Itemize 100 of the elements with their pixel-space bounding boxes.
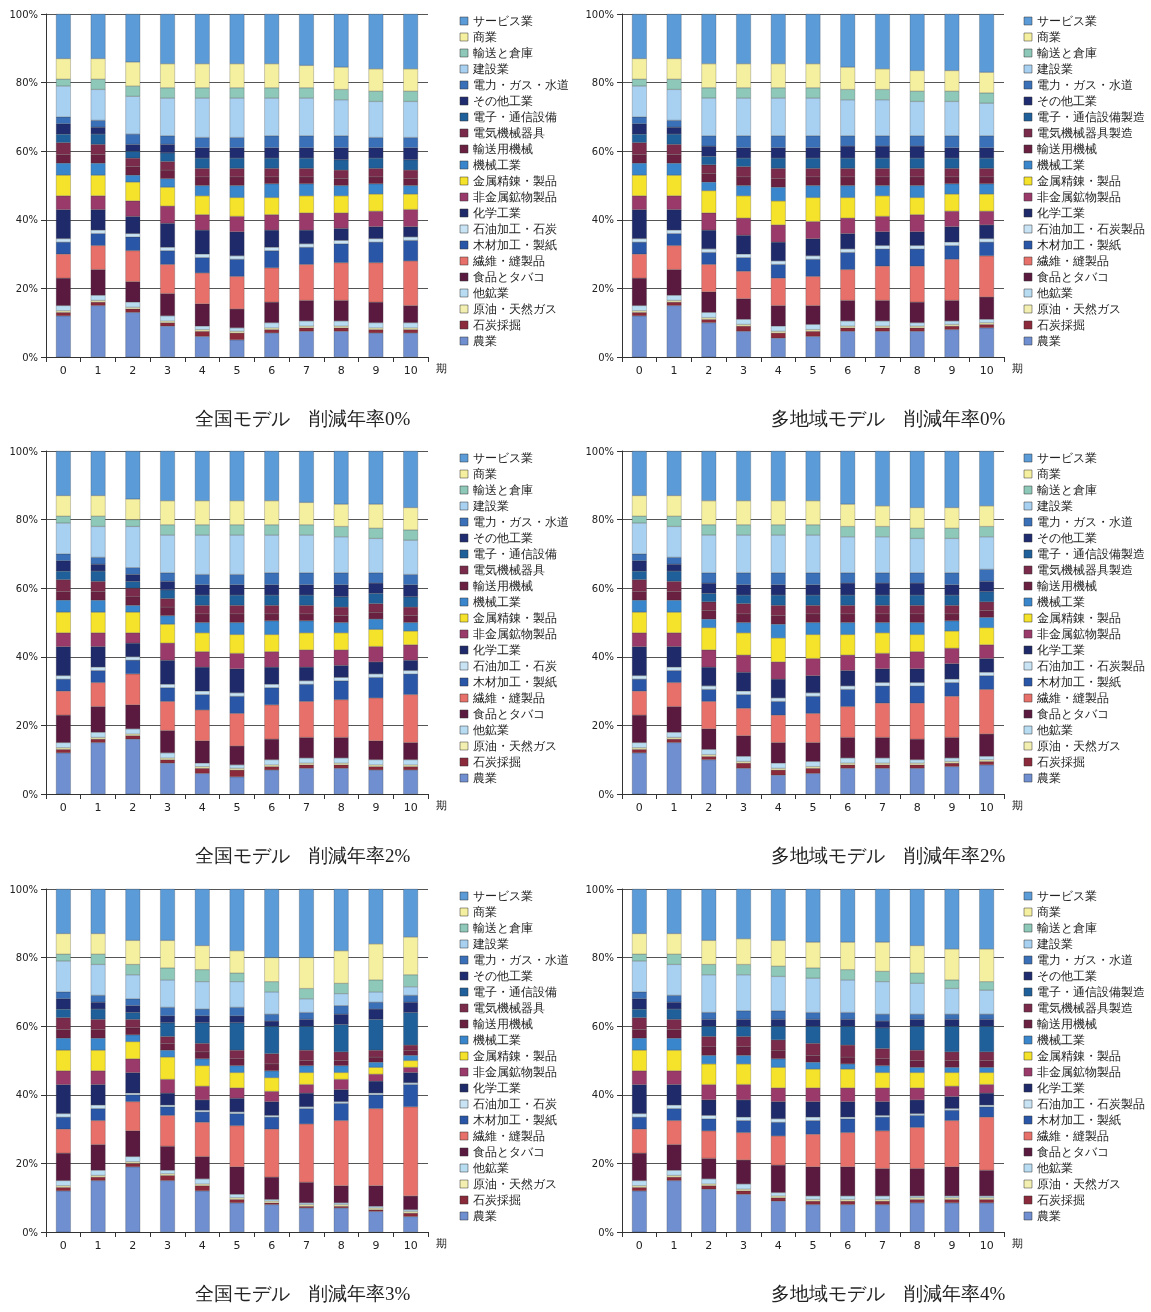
legend-label: 輸送用機械: [473, 1016, 533, 1031]
y-tick-label: 20%: [591, 1157, 614, 1169]
y-tick-label: 100%: [584, 883, 614, 895]
legend-label: 食品とタバコ: [473, 270, 545, 284]
x-tick-label: 1: [94, 801, 102, 815]
x-tick-label: 6: [843, 1238, 851, 1252]
legend-label: 電気機械器具製造: [1036, 1000, 1133, 1015]
x-tick-label: 5: [233, 801, 241, 815]
x-tick-label: 1: [94, 1238, 102, 1252]
y-tick-label: 40%: [15, 651, 38, 663]
x-axis-title: 期: [436, 1236, 447, 1250]
legend-label: 機械工業: [473, 1032, 521, 1047]
legend-label: 電気機械器具製造: [1036, 126, 1133, 140]
y-tick-label: 100%: [584, 445, 614, 457]
legend-label: 電力・ガス・水道: [1036, 78, 1133, 92]
text: 全国モデル 削減年率3%: [195, 1282, 411, 1304]
legend-label: 木材加工・製紙: [473, 238, 557, 252]
x-tick-label: 4: [198, 801, 206, 815]
x-tick-label: 0: [59, 364, 67, 377]
legend-label: 電気機械器具: [473, 1000, 545, 1015]
x-tick-label: 10: [403, 801, 418, 815]
legend-label: 石炭採掘: [1036, 318, 1085, 332]
y-tick-label: 80%: [591, 77, 614, 89]
legend-label: その他工業: [1036, 94, 1097, 108]
legend-label: 食品とタバコ: [473, 707, 545, 722]
legend-label: 石炭採掘: [1036, 1192, 1085, 1207]
legend-label: 商業: [1036, 467, 1061, 482]
legend-label: 建設業: [1035, 62, 1073, 76]
x-tick-label: 3: [739, 801, 747, 815]
legend-label: 農業: [1036, 1208, 1061, 1223]
legend-label: 金属精錬・製品: [1036, 611, 1121, 626]
legend-label: 石油加工・石炭製品: [1036, 222, 1145, 236]
y-tick-label: 40%: [15, 1088, 38, 1100]
legend-label: 商業: [473, 904, 497, 919]
legend-label: 電気機械器具: [473, 563, 545, 578]
x-tick-label: 7: [878, 801, 886, 815]
x-tick-label: 6: [843, 801, 851, 815]
legend-label: 木材加工・製紙: [473, 1112, 557, 1127]
legend-label: 農業: [473, 1208, 497, 1223]
x-tick-label: 2: [704, 801, 712, 815]
legend-label: 他鉱業: [1036, 723, 1073, 738]
y-tick-label: 80%: [15, 77, 38, 89]
y-tick-label: 60%: [591, 583, 614, 595]
legend-label: 原油・天然ガス: [473, 302, 557, 316]
y-tick-label: 40%: [15, 214, 38, 226]
x-tick-label: 9: [372, 801, 380, 815]
y-tick-label: 20%: [15, 720, 38, 732]
text: 多地域モデル 削減年率4%: [770, 1282, 1005, 1304]
x-tick-label: 0: [635, 364, 643, 377]
legend-label: サービス業: [1036, 888, 1097, 903]
legend-label: その他工業: [473, 94, 533, 108]
x-tick-label: 1: [94, 364, 102, 377]
legend-label: 金属精錬・製品: [1036, 1048, 1121, 1063]
x-tick-label: 6: [268, 1238, 276, 1252]
y-tick-label: 100%: [9, 8, 38, 20]
x-tick-label: 2: [704, 364, 712, 377]
x-axis-title: 期: [1011, 799, 1023, 813]
text: 多地域モデル 削減年率0%: [770, 408, 1005, 429]
legend-label: 石炭採掘: [473, 318, 521, 332]
x-tick-label: 9: [947, 364, 955, 377]
legend-label: 他鉱業: [473, 723, 509, 738]
legend-label: 輸送と倉庫: [1036, 483, 1097, 498]
legend-label: 金属精錬・製品: [473, 1048, 557, 1063]
legend-label: 化学工業: [473, 1080, 521, 1095]
x-tick-label: 9: [372, 1238, 380, 1252]
legend-label: 輸送と倉庫: [473, 920, 533, 935]
text: 全国モデル 削減年率0%: [195, 408, 411, 429]
x-tick-label: 5: [233, 364, 241, 377]
legend-label: 繊維・縫製品: [472, 254, 545, 268]
y-tick-label: 40%: [591, 1088, 614, 1100]
y-tick-label: 100%: [9, 883, 38, 895]
legend-label: 電力・ガス・水道: [473, 952, 569, 967]
text: 多地域モデル 削減年率2%: [770, 845, 1005, 867]
x-tick-label: 7: [302, 1238, 310, 1252]
y-tick-label: 80%: [591, 514, 614, 526]
y-tick-label: 0%: [597, 1226, 614, 1238]
y-tick-label: 40%: [591, 651, 614, 663]
x-tick-label: 8: [913, 1238, 921, 1252]
x-tick-label: 1: [670, 1238, 678, 1252]
legend-label: 石油加工・石炭製品: [1036, 659, 1145, 674]
legend-label: 農業: [473, 334, 497, 348]
legend-label: 石油加工・石炭製品: [1036, 1096, 1145, 1111]
text: 全国モデル 削減年率2%: [195, 845, 411, 867]
legend-label: 電力・ガス・水道: [473, 515, 569, 530]
legend-label: 繊維・縫製品: [472, 1128, 545, 1143]
legend-label: 原油・天然ガス: [473, 739, 557, 754]
legend-label: 電気機械器具製造: [1036, 563, 1133, 578]
x-tick-label: 2: [129, 801, 137, 815]
x-tick-label: 8: [913, 801, 921, 815]
legend-label: 建設業: [472, 936, 509, 951]
legend-label: 電子・通信設備製造: [1036, 547, 1145, 562]
legend-label: 機械工業: [473, 595, 521, 610]
y-tick-label: 0%: [22, 351, 38, 363]
y-tick-label: 60%: [15, 1020, 38, 1032]
legend-label: 建設業: [472, 499, 509, 514]
legend-label: 商業: [473, 467, 497, 482]
y-tick-label: 20%: [591, 282, 614, 294]
legend-label: 機械工業: [1036, 1032, 1085, 1047]
y-tick-label: 0%: [22, 788, 38, 800]
x-axis-title: 期: [1011, 1236, 1023, 1250]
